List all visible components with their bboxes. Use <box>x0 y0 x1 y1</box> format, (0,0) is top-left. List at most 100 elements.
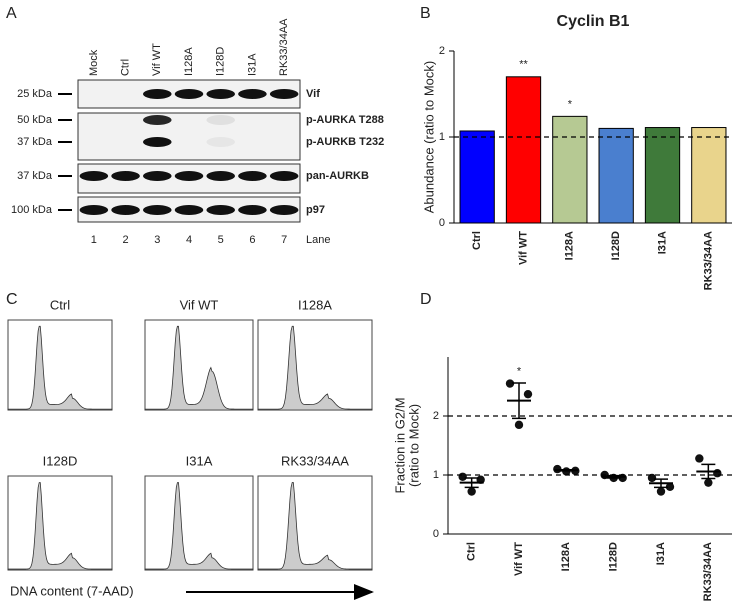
y-tick-label: 0 <box>439 217 445 229</box>
point <box>505 379 515 388</box>
x-tick-label: I128A <box>564 231 576 260</box>
hist-label: RK33/34AA <box>281 453 349 468</box>
lane-label: Mock <box>88 49 100 76</box>
lane-label: Ctrl <box>119 59 131 76</box>
x-tick-label: I128A <box>560 542 572 571</box>
histogram <box>144 325 254 411</box>
band <box>174 205 204 215</box>
histogram <box>257 482 373 571</box>
x-tick-label: I128D <box>610 231 622 260</box>
panel-letter: C <box>6 291 18 308</box>
band <box>206 205 235 215</box>
band <box>143 205 172 215</box>
x-tick-label: Ctrl <box>471 231 483 250</box>
annotation: ** <box>519 59 528 71</box>
point <box>695 454 704 463</box>
band <box>111 205 140 215</box>
hist-box <box>144 475 254 571</box>
x-tick-label: I31A <box>656 231 668 254</box>
band <box>206 115 235 125</box>
panel-letter: A <box>6 5 17 22</box>
band <box>238 89 267 99</box>
x-tick-label: RK33/34AA <box>702 542 714 601</box>
band <box>206 137 235 147</box>
y-axis-label: Fraction in G2/M <box>392 397 407 493</box>
lane-number: 6 <box>249 234 255 246</box>
band <box>174 171 204 181</box>
point <box>656 487 666 496</box>
hist-box <box>144 319 254 411</box>
point <box>467 487 476 496</box>
row-label: Vif <box>306 88 320 100</box>
point <box>458 472 467 481</box>
y-tick-label: 1 <box>439 131 445 143</box>
band <box>79 205 109 215</box>
band <box>269 89 299 99</box>
row-label: pan-AURKB <box>306 170 369 182</box>
band <box>206 89 235 99</box>
hist-label: Ctrl <box>50 297 70 312</box>
marker-label: 100 kDa <box>11 204 53 216</box>
y-tick-label: 2 <box>439 45 445 57</box>
x-tick-label: I128D <box>608 542 620 571</box>
lane-number: 4 <box>186 234 192 246</box>
x-tick-label: Ctrl <box>466 542 478 561</box>
band <box>238 171 267 181</box>
x-axis-label: DNA content (7-AAD) <box>10 583 134 598</box>
bar <box>459 130 495 224</box>
error-bar <box>512 382 526 420</box>
histogram <box>257 325 373 411</box>
error-bar <box>654 478 668 489</box>
marker-label: 37 kDa <box>17 136 53 148</box>
band <box>206 171 235 181</box>
row-label: p97 <box>306 204 325 216</box>
lane-label: I128A <box>183 47 195 76</box>
lane-number: 7 <box>281 234 287 246</box>
band <box>143 137 172 147</box>
bar <box>505 76 542 224</box>
hist-label: I128D <box>43 453 78 468</box>
hist-box <box>7 319 113 411</box>
histogram <box>7 325 113 411</box>
hist-box <box>7 475 113 571</box>
band <box>269 205 299 215</box>
histogram <box>7 482 113 571</box>
band <box>238 205 267 215</box>
row-label: p-AURKB T232 <box>306 136 384 148</box>
x-tick-label: I31A <box>655 542 667 565</box>
point <box>647 473 657 483</box>
lane-label: I128D <box>215 47 227 76</box>
lane-label: I31A <box>246 53 258 76</box>
error-bar <box>559 468 574 472</box>
hist-box <box>257 319 373 411</box>
x-tick-label: Vif WT <box>513 542 525 576</box>
panel-letter: D <box>420 291 432 308</box>
y-axis-label: Abundance (ratio to Mock) <box>421 61 436 213</box>
hist-box <box>257 475 373 571</box>
marker-label: 37 kDa <box>17 170 53 182</box>
y-axis-label: (ratio to Mock) <box>406 404 421 487</box>
blot-box <box>77 112 301 161</box>
error-bar <box>464 477 479 489</box>
annotation: * <box>568 98 573 110</box>
lane-title: Lane <box>306 234 330 246</box>
lane-label: RK33/34AA <box>278 18 290 76</box>
lane-number: 1 <box>91 234 97 246</box>
lane-number: 5 <box>218 234 224 246</box>
band <box>143 115 172 125</box>
point <box>665 482 675 491</box>
point <box>713 469 722 478</box>
row-label: p-AURKA T288 <box>306 114 384 126</box>
x-tick-label: RK33/34AA <box>703 231 715 290</box>
panel-letter: B <box>420 5 431 22</box>
hist-label: Vif WT <box>180 297 219 312</box>
band <box>111 171 140 181</box>
band <box>174 89 204 99</box>
point <box>514 420 524 430</box>
band <box>143 171 172 181</box>
marker-label: 50 kDa <box>17 114 53 126</box>
hist-label: I128A <box>298 297 332 312</box>
y-tick-label: 1 <box>433 469 439 481</box>
marker-label: 25 kDa <box>17 88 53 100</box>
